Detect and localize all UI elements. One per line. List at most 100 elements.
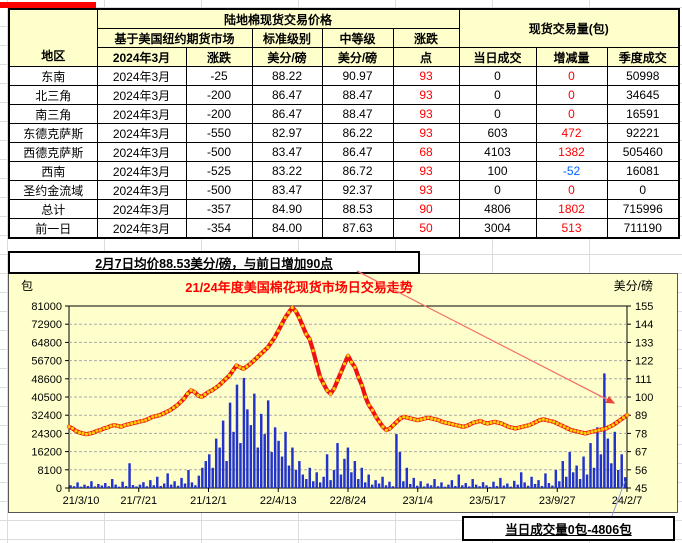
cell-month[interactable]: 2024年3月 [96, 199, 187, 219]
cell-middling[interactable]: 86.72 [321, 161, 394, 181]
cell-middling[interactable]: 90.97 [321, 66, 394, 86]
col-header-unit-mid[interactable]: 美分/磅 [321, 47, 394, 67]
cell-points[interactable]: 93 [392, 85, 460, 105]
cell-quarter[interactable]: 92221 [606, 123, 680, 143]
table-row: 总计 2024年3月 -357 84.90 88.53 90 4806 1802 715996 [8, 199, 680, 219]
svg-text:40500: 40500 [31, 392, 62, 404]
cell-change[interactable]: -525 [185, 161, 253, 181]
avg-price-annotation: 2月7日均价88.53美分/磅，与前日增加90点 [8, 251, 420, 274]
col-header-unit-std[interactable]: 美分/磅 [251, 47, 323, 67]
cell-region[interactable]: 北三角 [8, 85, 98, 105]
cell-region[interactable]: 南三角 [8, 104, 98, 124]
cell-delta[interactable]: 0 [535, 66, 608, 86]
cell-month[interactable]: 2024年3月 [96, 142, 187, 162]
cell-points[interactable]: 90 [392, 199, 460, 219]
cell-region[interactable]: 东德克萨斯 [8, 123, 98, 143]
col-header-daily[interactable]: 当日成交 [458, 47, 537, 67]
cell-standard[interactable]: 83.47 [251, 142, 323, 162]
cell-daily[interactable]: 3004 [458, 218, 537, 239]
cell-region[interactable]: 西南 [8, 161, 98, 181]
table-title-volume: 现货交易量(包) [458, 8, 680, 48]
cell-middling[interactable]: 92.37 [321, 180, 394, 200]
cell-delta[interactable]: 0 [535, 104, 608, 124]
cell-daily[interactable]: 0 [458, 180, 537, 200]
cell-delta[interactable]: -52 [535, 161, 608, 181]
col-header-month[interactable]: 2024年3月 [96, 47, 187, 67]
cell-region[interactable]: 前一日 [8, 218, 98, 239]
cell-delta[interactable]: 472 [535, 123, 608, 143]
cell-middling[interactable]: 86.22 [321, 123, 394, 143]
cell-quarter[interactable]: 0 [606, 180, 680, 200]
col-header-delta[interactable]: 增减量 [535, 47, 608, 67]
cell-change[interactable]: -500 [185, 180, 253, 200]
cell-change[interactable]: -25 [185, 66, 253, 86]
cell-daily[interactable]: 0 [458, 104, 537, 124]
cell-points[interactable]: 93 [392, 104, 460, 124]
cell-standard[interactable]: 83.47 [251, 180, 323, 200]
cell-standard[interactable]: 86.47 [251, 85, 323, 105]
cell-change[interactable]: -357 [185, 199, 253, 219]
cell-points[interactable]: 93 [392, 180, 460, 200]
cell-month[interactable]: 2024年3月 [96, 104, 187, 124]
cell-change[interactable]: -500 [185, 142, 253, 162]
cell-middling[interactable]: 87.63 [321, 218, 394, 239]
col-header-region[interactable]: 地区 [8, 8, 98, 67]
cell-standard[interactable]: 86.47 [251, 104, 323, 124]
cell-points[interactable]: 93 [392, 161, 460, 181]
cell-standard[interactable]: 88.22 [251, 66, 323, 86]
cell-quarter[interactable]: 505460 [606, 142, 680, 162]
cell-month[interactable]: 2024年3月 [96, 161, 187, 181]
cell-points[interactable]: 93 [392, 123, 460, 143]
svg-text:32400: 32400 [31, 410, 62, 422]
cell-month[interactable]: 2024年3月 [96, 180, 187, 200]
cell-points[interactable]: 93 [392, 66, 460, 86]
cell-middling[interactable]: 88.53 [321, 199, 394, 219]
cell-quarter[interactable]: 34645 [606, 85, 680, 105]
cell-middling[interactable]: 88.47 [321, 104, 394, 124]
cell-middling[interactable]: 86.47 [321, 142, 394, 162]
cell-region[interactable]: 圣约金流域 [8, 180, 98, 200]
cell-standard[interactable]: 83.22 [251, 161, 323, 181]
col-header-point[interactable]: 点 [392, 47, 460, 67]
cell-change[interactable]: -550 [185, 123, 253, 143]
cell-region[interactable]: 东南 [8, 66, 98, 86]
cell-daily[interactable]: 0 [458, 66, 537, 86]
cell-daily[interactable]: 603 [458, 123, 537, 143]
svg-text:21/3/10: 21/3/10 [63, 495, 100, 507]
cell-change[interactable]: -354 [185, 218, 253, 239]
cell-standard[interactable]: 82.97 [251, 123, 323, 143]
cell-daily[interactable]: 4103 [458, 142, 537, 162]
cell-middling[interactable]: 88.47 [321, 85, 394, 105]
cell-month[interactable]: 2024年3月 [96, 85, 187, 105]
cell-daily[interactable]: 0 [458, 85, 537, 105]
cell-region[interactable]: 总计 [8, 199, 98, 219]
cell-month[interactable]: 2024年3月 [96, 66, 187, 86]
cell-daily[interactable]: 4806 [458, 199, 537, 219]
cell-delta[interactable]: 0 [535, 85, 608, 105]
svg-text:78: 78 [635, 428, 647, 440]
cell-standard[interactable]: 84.90 [251, 199, 323, 219]
cell-month[interactable]: 2024年3月 [96, 123, 187, 143]
col-header-quarter[interactable]: 季度成交 [606, 47, 680, 67]
cell-quarter[interactable]: 715996 [606, 199, 680, 219]
cell-quarter[interactable]: 16081 [606, 161, 680, 181]
cell-delta[interactable]: 1382 [535, 142, 608, 162]
cell-change[interactable]: -200 [185, 85, 253, 105]
cell-change[interactable]: -200 [185, 104, 253, 124]
cell-daily[interactable]: 100 [458, 161, 537, 181]
trend-chart-svg: 0 45 8100 56 16200 67 24300 78 32400 89 40500 100 48… [21, 278, 653, 507]
svg-text:81000: 81000 [31, 301, 62, 313]
cell-quarter[interactable]: 50998 [606, 66, 680, 86]
cell-quarter[interactable]: 16591 [606, 104, 680, 124]
cell-points[interactable]: 68 [392, 142, 460, 162]
cell-standard[interactable]: 84.00 [251, 218, 323, 239]
cell-region[interactable]: 西德克萨斯 [8, 142, 98, 162]
svg-text:100: 100 [635, 392, 653, 404]
cell-delta[interactable]: 0 [535, 180, 608, 200]
cell-quarter[interactable]: 711190 [606, 218, 680, 239]
col-header-change[interactable]: 涨跌 [185, 47, 253, 67]
cell-month[interactable]: 2024年3月 [96, 218, 187, 239]
cell-delta[interactable]: 513 [535, 218, 608, 239]
cell-points[interactable]: 50 [392, 218, 460, 239]
cell-delta[interactable]: 1802 [535, 199, 608, 219]
